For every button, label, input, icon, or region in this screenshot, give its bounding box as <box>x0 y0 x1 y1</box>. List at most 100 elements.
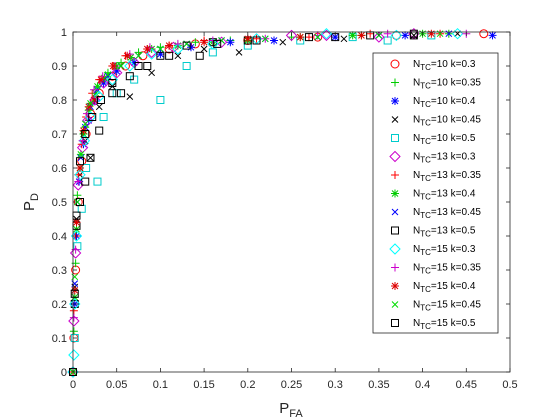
data-point <box>100 73 109 82</box>
data-point <box>296 33 305 42</box>
data-point <box>165 41 174 50</box>
legend-label-pre: N <box>413 226 420 237</box>
legend-label-post: =10 k=0.5 <box>431 133 476 144</box>
legend-label-pre: N <box>413 189 420 200</box>
legend-entry: NTC=15 k=0.4 <box>391 281 476 294</box>
data-point <box>390 29 403 42</box>
data-point <box>117 58 126 67</box>
legend-entry: NTC=15 k=0.45 <box>391 300 481 313</box>
y-tick-label: 0.3 <box>52 265 67 277</box>
axis-ticks: 0 0.05 0.1 0.15 0.2 0.25 0.3 0.35 0.4 0.45 0.5 0 0.1… <box>52 27 518 391</box>
data-point <box>313 31 322 40</box>
legend-label-sub: TC <box>420 137 431 146</box>
data-point <box>156 50 165 59</box>
legend-label: NTC=15 k=0.3 <box>413 244 476 257</box>
legend-label-pre: N <box>413 300 420 311</box>
y-tick-label: 0.1 <box>52 333 67 345</box>
legend-label-sub: TC <box>420 63 431 72</box>
legend-label: NTC=10 k=0.45 <box>413 115 481 128</box>
data-point <box>99 113 108 121</box>
data-point <box>95 103 103 111</box>
legend-marker <box>391 78 399 87</box>
data-point <box>81 130 90 138</box>
data-point <box>156 96 165 104</box>
data-point <box>99 79 108 87</box>
data-point <box>143 62 152 70</box>
legend-marker <box>391 97 399 105</box>
legend-label-post: =15 k=0.3 <box>431 244 476 255</box>
data-point <box>134 62 143 70</box>
data-point <box>304 33 313 42</box>
data-point <box>340 35 348 43</box>
legend-label: NTC=10 k=0.3 <box>413 59 476 72</box>
data-point <box>366 29 375 38</box>
data-point <box>123 51 132 60</box>
legend-entry: NTC=13 k=0.45 <box>391 207 481 220</box>
data-point <box>93 177 102 186</box>
data-point <box>78 135 91 147</box>
data-point <box>87 100 94 107</box>
legend-label-post: =13 k=0.5 <box>431 226 476 237</box>
data-point <box>110 67 123 79</box>
legend-entry: NTC=13 k=0.3 <box>389 150 476 165</box>
data-point <box>77 151 85 158</box>
data-point <box>68 315 80 327</box>
y-tick-label: 0.6 <box>52 163 67 175</box>
x-tick-label: 0.05 <box>106 379 127 391</box>
legend-marker <box>391 263 399 272</box>
data-point <box>134 48 143 57</box>
x-axis-label-sub: FA <box>289 408 303 420</box>
legend-label: NTC=10 k=0.4 <box>413 96 476 109</box>
legend-entry: NTC=13 k=0.35 <box>391 170 481 183</box>
data-point <box>117 62 125 70</box>
legend-label-post: =10 k=0.3 <box>431 59 476 70</box>
y-axis-label: PD <box>21 193 41 211</box>
data-point <box>89 96 98 104</box>
legend-label-post: =10 k=0.35 <box>431 78 481 89</box>
data-point <box>104 71 112 78</box>
y-tick-label: 0.4 <box>52 231 67 243</box>
data-point <box>235 49 243 56</box>
y-tick-label: 0.9 <box>52 61 67 73</box>
data-point <box>165 51 174 60</box>
legend-marker <box>389 243 401 255</box>
data-point <box>207 38 219 50</box>
legend-label: NTC=13 k=0.45 <box>413 207 481 220</box>
y-tick-label: 0.2 <box>52 299 67 311</box>
x-tick-label: 0.4 <box>415 379 430 391</box>
legend-entry: NTC=13 k=0.5 <box>391 226 476 239</box>
legend-entry: NTC=10 k=0.5 <box>391 133 476 146</box>
x-tick-label: 0.15 <box>193 379 214 391</box>
data-point <box>69 298 81 310</box>
data-point <box>243 34 252 43</box>
legend-label-pre: N <box>413 318 420 329</box>
data-point <box>88 113 97 121</box>
legend-label-pre: N <box>413 133 420 144</box>
data-point <box>70 300 79 308</box>
data-point <box>103 68 112 77</box>
legend-label-sub: TC <box>420 322 431 331</box>
legend-label-post: =13 k=0.35 <box>431 170 481 181</box>
x-tick-label: 0.35 <box>368 379 389 391</box>
legend-label: NTC=13 k=0.5 <box>413 226 476 239</box>
data-point <box>186 43 195 52</box>
legend-label-sub: TC <box>420 82 431 91</box>
legend-label-sub: TC <box>420 119 431 128</box>
data-point <box>145 48 158 60</box>
data-point <box>125 72 134 81</box>
data-point <box>75 164 84 172</box>
legend-entry: NTC=10 k=0.4 <box>391 96 476 109</box>
series-11 <box>67 27 464 378</box>
data-point <box>174 52 182 60</box>
legend-label-post: =15 k=0.4 <box>431 281 476 292</box>
data-point <box>261 35 269 43</box>
data-point <box>89 94 101 106</box>
y-axis-label-sub: D <box>29 193 41 201</box>
data-point <box>89 85 98 94</box>
data-point <box>427 29 436 38</box>
legend-label: NTC=15 k=0.35 <box>413 263 481 276</box>
legend-label: NTC=13 k=0.4 <box>413 189 476 202</box>
data-point <box>69 327 78 336</box>
legend-marker <box>391 208 399 216</box>
